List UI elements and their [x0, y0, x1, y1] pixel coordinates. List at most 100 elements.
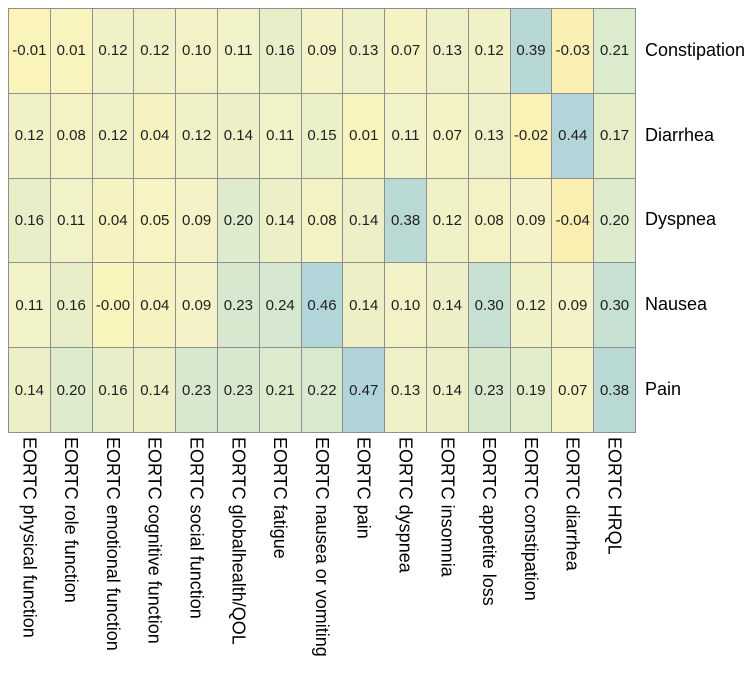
column-label: EORTC constipation	[520, 436, 541, 601]
heatmap-cell: 0.01	[50, 9, 93, 94]
heatmap-cell: 0.13	[343, 9, 386, 94]
heatmap-cell: 0.13	[426, 9, 469, 94]
heatmap-cell: 0.16	[92, 348, 135, 433]
heatmap-cell: 0.12	[9, 93, 51, 179]
heatmap-cell: 0.12	[426, 178, 469, 264]
row-label: Constipation	[644, 39, 746, 60]
heatmap-cell: 0.12	[92, 93, 135, 179]
heatmap-cell: 0.09	[510, 178, 553, 264]
column-label: EORTC fatigue	[270, 436, 291, 559]
heatmap-cell: 0.07	[426, 93, 469, 179]
heatmap-cell: 0.21	[259, 348, 302, 433]
heatmap-cell: 0.15	[301, 93, 344, 179]
heatmap-cell: 0.46	[301, 263, 344, 349]
heatmap-cell: 0.16	[9, 178, 51, 264]
heatmap-cell: 0.14	[426, 263, 469, 349]
column-label: EORTC insomnia	[437, 436, 458, 577]
column-label: EORTC role function	[61, 436, 82, 603]
heatmap-cell: 0.14	[259, 178, 302, 264]
column-label: EORTC appetite loss	[479, 436, 500, 606]
heatmap-cell: 0.14	[217, 93, 260, 179]
heatmap-cell: 0.16	[50, 263, 93, 349]
heatmap-cell: 0.38	[594, 348, 636, 433]
heatmap-cell: 0.14	[343, 178, 386, 264]
heatmap-cell: 0.08	[301, 178, 344, 264]
heatmap-cell: 0.21	[594, 9, 636, 94]
heatmap-cell: 0.20	[594, 178, 636, 264]
heatmap-cell: 0.10	[176, 9, 218, 94]
column-label: EORTC physical function	[19, 436, 40, 638]
heatmap-cell: 0.47	[343, 348, 386, 433]
heatmap-cell: 0.11	[9, 263, 51, 349]
row-label: Pain	[644, 379, 681, 400]
heatmap-cell: 0.39	[510, 9, 553, 94]
column-label: EORTC HRQL	[604, 436, 625, 555]
heatmap-cell: 0.14	[9, 348, 51, 433]
heatmap-cell: 0.12	[134, 9, 177, 94]
row-label: Dyspnea	[644, 209, 716, 230]
heatmap-cell: 0.09	[301, 9, 344, 94]
heatmap-cell: 0.23	[468, 348, 511, 433]
heatmap-cell: 0.08	[50, 93, 93, 179]
column-label: EORTC nausea or vomiting	[311, 436, 332, 657]
heatmap-row-labels: Constipation Diarrhea Dyspnea Nausea Pain	[636, 8, 745, 432]
heatmap-cell: 0.20	[217, 178, 260, 264]
heatmap-cell: 0.09	[176, 178, 218, 264]
heatmap-cell: 0.10	[385, 263, 427, 349]
row-label: Nausea	[644, 294, 707, 315]
heatmap-cell: 0.04	[92, 178, 135, 264]
heatmap-cell: 0.11	[50, 178, 93, 264]
heatmap-cell: 0.19	[510, 348, 553, 433]
heatmap-column-labels: EORTC physical function EORTC role functi…	[8, 437, 749, 657]
heatmap-cell: 0.04	[134, 263, 177, 349]
heatmap-cell: 0.07	[552, 348, 595, 433]
column-label: EORTC globalhealth/QOL	[228, 436, 249, 645]
heatmap-cell: 0.23	[176, 348, 218, 433]
heatmap-cell: 0.01	[343, 93, 386, 179]
heatmap-body: -0.01 0.01 0.12 0.12 0.10 0.11 0.16 0.09 0.13 0.0…	[8, 8, 749, 433]
heatmap-cell: 0.07	[385, 9, 427, 94]
heatmap-cell: 0.04	[134, 93, 177, 179]
column-label: EORTC emotional function	[102, 436, 123, 651]
heatmap-cell: 0.09	[552, 263, 595, 349]
column-label: EORTC dyspnea	[395, 436, 416, 573]
heatmap-cell: 0.09	[176, 263, 218, 349]
heatmap-cell: 0.12	[176, 93, 218, 179]
heatmap-cell: 0.11	[385, 93, 427, 179]
heatmap-cell: 0.12	[468, 9, 511, 94]
heatmap-cell: 0.17	[594, 93, 636, 179]
heatmap-cell: 0.24	[259, 263, 302, 349]
heatmap-cell: 0.08	[468, 178, 511, 264]
heatmap-cell: 0.44	[552, 93, 595, 179]
heatmap-cell: 0.14	[426, 348, 469, 433]
heatmap-grid: -0.01 0.01 0.12 0.12 0.10 0.11 0.16 0.09 0.13 0.0…	[8, 8, 636, 433]
heatmap-cell: 0.05	[134, 178, 177, 264]
column-label: EORTC pain	[353, 436, 374, 539]
heatmap-cell: -0.04	[552, 178, 595, 264]
heatmap-cell: 0.11	[217, 9, 260, 94]
heatmap-cell: 0.11	[259, 93, 302, 179]
heatmap-cell: 0.20	[50, 348, 93, 433]
column-label: EORTC cognitive function	[144, 436, 165, 644]
heatmap-cell: 0.30	[468, 263, 511, 349]
heatmap-cell: -0.03	[552, 9, 595, 94]
heatmap-cell: 0.16	[259, 9, 302, 94]
heatmap-cell: 0.12	[92, 9, 135, 94]
heatmap-cell: 0.23	[217, 348, 260, 433]
heatmap-cell: 0.13	[385, 348, 427, 433]
heatmap-cell: 0.14	[343, 263, 386, 349]
heatmap-cell: 0.12	[510, 263, 553, 349]
heatmap-cell: -0.02	[510, 93, 553, 179]
heatmap-cell: 0.38	[385, 178, 427, 264]
heatmap-cell: 0.30	[594, 263, 636, 349]
heatmap-cell: -0.00	[92, 263, 135, 349]
column-label: EORTC social function	[186, 436, 207, 619]
heatmap-cell: 0.23	[217, 263, 260, 349]
heatmap-cell: 0.14	[134, 348, 177, 433]
column-label: EORTC diarrhea	[562, 436, 583, 571]
heatmap-cell: 0.22	[301, 348, 344, 433]
row-label: Diarrhea	[644, 124, 714, 145]
heatmap-cell: -0.01	[9, 9, 51, 94]
heatmap-cell: 0.13	[468, 93, 511, 179]
